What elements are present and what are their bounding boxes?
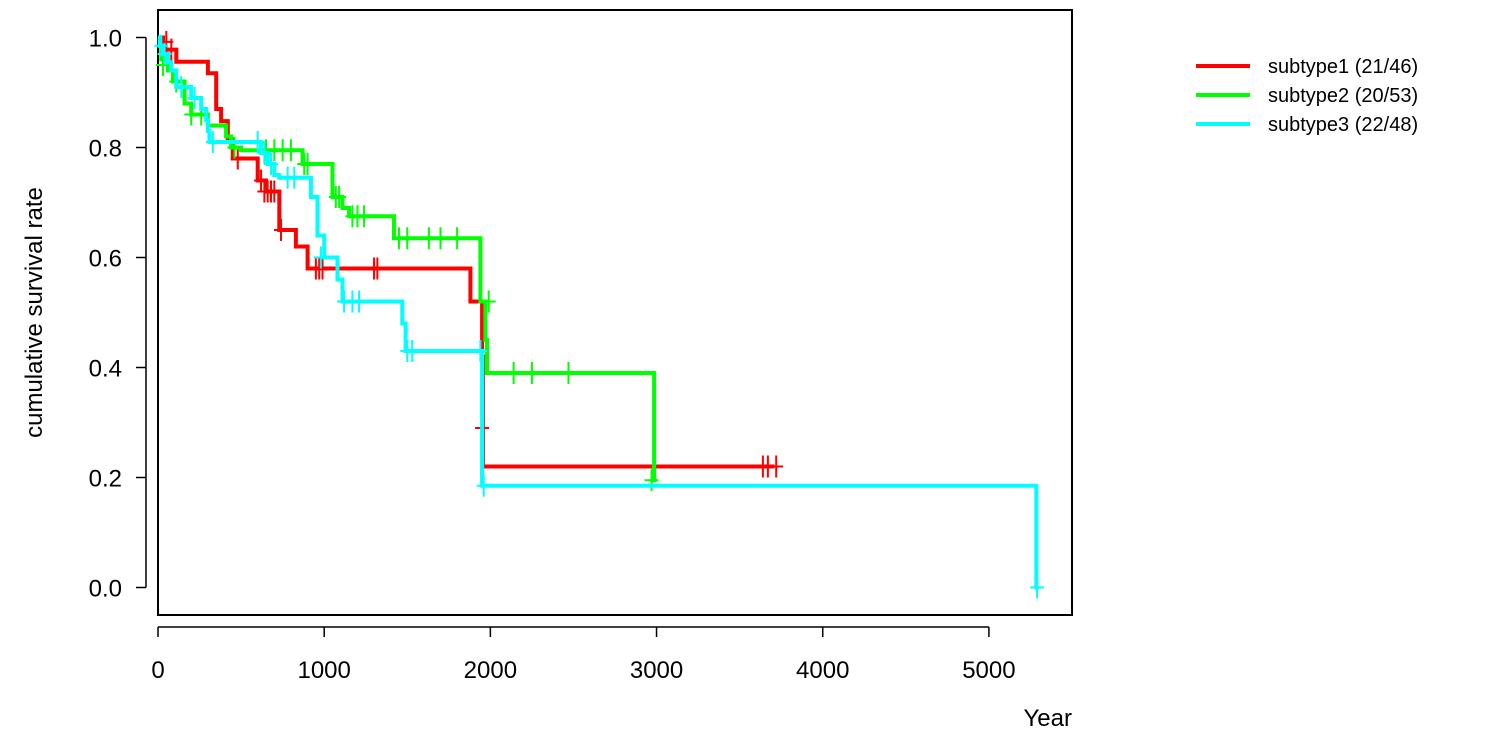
y-tick-label: 0.8: [89, 136, 122, 163]
y-axis: 0.0 0.2 0.4 0.6 0.8 1.0: [89, 26, 147, 603]
y-tick-label: 0.0: [89, 576, 122, 603]
legend-label: subtype1 (21/46): [1268, 56, 1418, 78]
x-axis-title: Year: [1024, 705, 1073, 732]
x-tick-label: 1000: [297, 657, 350, 684]
x-tick-label: 5000: [962, 657, 1015, 684]
survival-curve: [157, 35, 1039, 590]
legend-label: subtype3 (22/48): [1268, 114, 1418, 136]
x-tick-label: 0: [151, 657, 164, 684]
plot-frame: [157, 9, 1073, 616]
legend: subtype1 (21/46) subtype2 (20/53) subtype3…: [1196, 56, 1418, 136]
survival-curve: [158, 35, 775, 469]
x-axis: 0 1000 2000 3000 4000 5000: [151, 626, 1016, 684]
series-3: [154, 34, 1045, 599]
x-tick-label: 2000: [464, 657, 517, 684]
y-tick-label: 0.2: [89, 466, 122, 493]
legend-label: subtype2 (20/53): [1268, 85, 1418, 107]
x-tick-label: 4000: [796, 657, 849, 684]
y-tick-label: 1.0: [89, 26, 122, 53]
y-axis-title: cumulative survival rate: [21, 187, 48, 438]
y-tick-label: 0.4: [89, 356, 122, 383]
y-tick-label: 0.6: [89, 246, 122, 273]
x-tick-label: 3000: [630, 657, 683, 684]
series-1: [158, 30, 784, 478]
survival-curve: [158, 43, 657, 483]
series-layer: [154, 30, 1045, 599]
